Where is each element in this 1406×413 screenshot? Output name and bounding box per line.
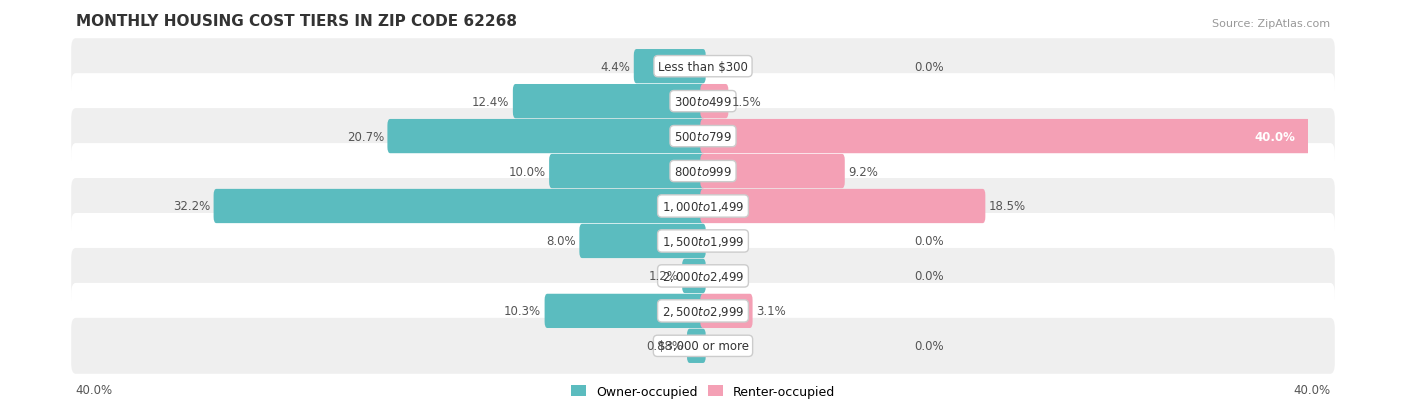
Text: 40.0%: 40.0% — [1294, 382, 1330, 396]
Text: 12.4%: 12.4% — [472, 95, 509, 108]
FancyBboxPatch shape — [72, 74, 1334, 130]
FancyBboxPatch shape — [579, 224, 706, 259]
Text: 20.7%: 20.7% — [347, 130, 384, 143]
Text: $1,500 to $1,999: $1,500 to $1,999 — [662, 235, 744, 248]
FancyBboxPatch shape — [550, 154, 706, 189]
Text: 9.2%: 9.2% — [848, 165, 877, 178]
FancyBboxPatch shape — [72, 109, 1334, 165]
Text: $2,500 to $2,999: $2,500 to $2,999 — [662, 304, 744, 318]
Text: 4.4%: 4.4% — [600, 61, 630, 74]
Text: 1.2%: 1.2% — [650, 270, 679, 283]
Text: 0.0%: 0.0% — [915, 61, 945, 74]
FancyBboxPatch shape — [72, 178, 1334, 235]
Text: 0.88%: 0.88% — [647, 339, 683, 352]
FancyBboxPatch shape — [634, 50, 706, 84]
FancyBboxPatch shape — [72, 214, 1334, 269]
FancyBboxPatch shape — [700, 190, 986, 223]
FancyBboxPatch shape — [214, 190, 706, 223]
Text: 10.0%: 10.0% — [509, 165, 546, 178]
FancyBboxPatch shape — [513, 85, 706, 119]
Text: $3,000 or more: $3,000 or more — [658, 339, 748, 352]
FancyBboxPatch shape — [700, 120, 1310, 154]
Text: 0.0%: 0.0% — [915, 235, 945, 248]
Text: 32.2%: 32.2% — [173, 200, 211, 213]
Text: 18.5%: 18.5% — [988, 200, 1026, 213]
Text: 40.0%: 40.0% — [76, 382, 112, 396]
FancyBboxPatch shape — [700, 85, 728, 119]
Text: $800 to $999: $800 to $999 — [673, 165, 733, 178]
Text: 8.0%: 8.0% — [547, 235, 576, 248]
FancyBboxPatch shape — [700, 154, 845, 189]
Text: $500 to $799: $500 to $799 — [673, 130, 733, 143]
Text: MONTHLY HOUSING COST TIERS IN ZIP CODE 62268: MONTHLY HOUSING COST TIERS IN ZIP CODE 6… — [76, 14, 517, 28]
FancyBboxPatch shape — [72, 318, 1334, 374]
FancyBboxPatch shape — [72, 248, 1334, 304]
FancyBboxPatch shape — [72, 144, 1334, 199]
Legend: Owner-occupied, Renter-occupied: Owner-occupied, Renter-occupied — [571, 385, 835, 398]
Text: Source: ZipAtlas.com: Source: ZipAtlas.com — [1212, 19, 1330, 28]
FancyBboxPatch shape — [388, 120, 706, 154]
Text: $2,000 to $2,499: $2,000 to $2,499 — [662, 269, 744, 283]
Text: Less than $300: Less than $300 — [658, 61, 748, 74]
Text: 3.1%: 3.1% — [756, 305, 786, 318]
Text: $1,000 to $1,499: $1,000 to $1,499 — [662, 199, 744, 214]
Text: 0.0%: 0.0% — [915, 339, 945, 352]
Text: 40.0%: 40.0% — [1254, 130, 1295, 143]
Text: 1.5%: 1.5% — [731, 95, 762, 108]
Text: 10.3%: 10.3% — [505, 305, 541, 318]
FancyBboxPatch shape — [688, 329, 706, 363]
FancyBboxPatch shape — [72, 39, 1334, 95]
FancyBboxPatch shape — [700, 294, 752, 328]
Text: $300 to $499: $300 to $499 — [673, 95, 733, 108]
FancyBboxPatch shape — [682, 259, 706, 293]
Text: 0.0%: 0.0% — [915, 270, 945, 283]
FancyBboxPatch shape — [72, 283, 1334, 339]
FancyBboxPatch shape — [544, 294, 706, 328]
